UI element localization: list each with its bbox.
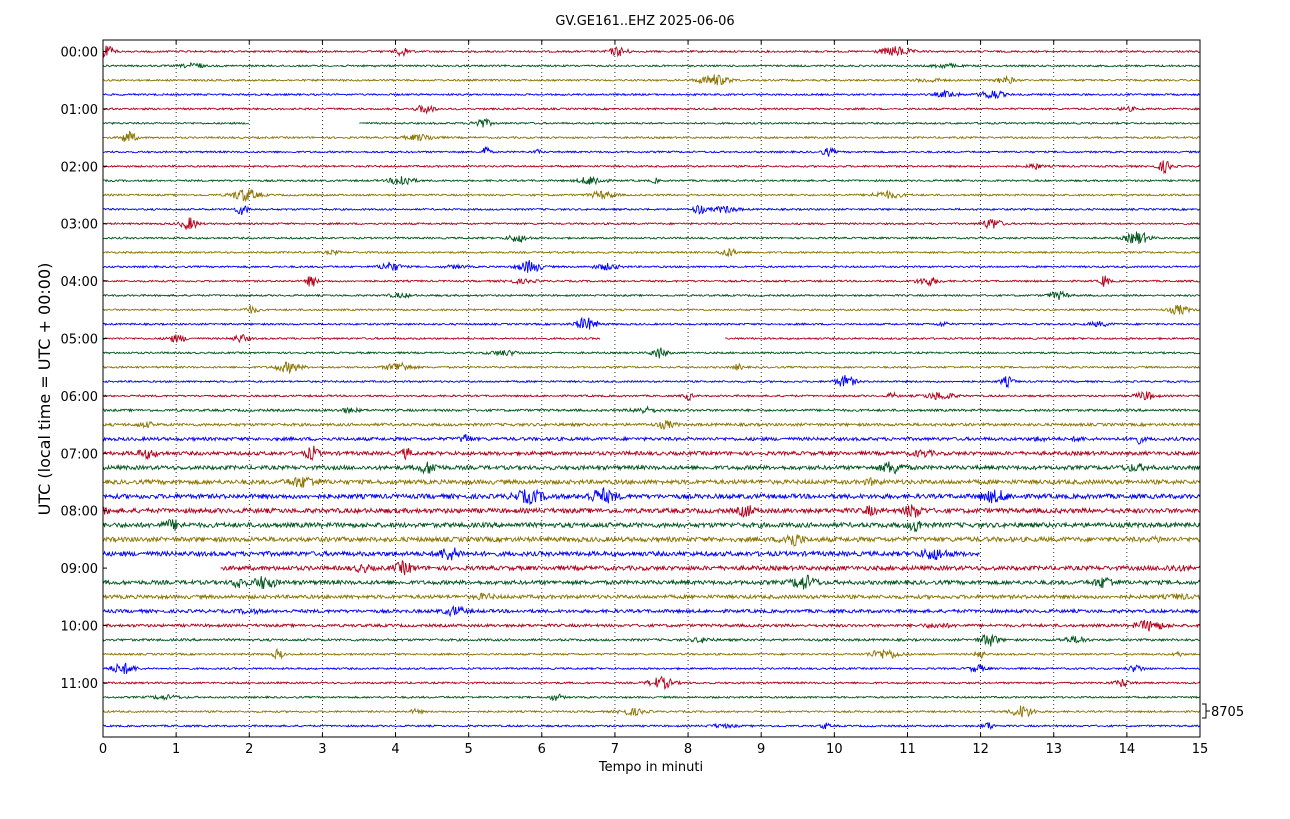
y-tick-label: 07:00 (61, 447, 98, 462)
x-tick-label: 3 (318, 742, 326, 757)
scale-indicator: 8705 (1202, 703, 1244, 720)
x-tick-label: 0 (99, 742, 107, 757)
x-tick-label: 9 (757, 742, 765, 757)
x-tick-label: 10 (826, 742, 843, 757)
trace-line (102, 390, 1201, 402)
trace-line (102, 461, 1201, 475)
x-tick-label: 15 (1192, 742, 1209, 757)
x-tick-label: 8 (684, 742, 692, 757)
trace-line (102, 189, 1201, 203)
y-axis-label: UTC (local time = UTC + 00:00) (35, 263, 54, 516)
trace-line (220, 559, 1201, 576)
trace-line (102, 117, 1201, 128)
x-tick-label: 2 (245, 742, 253, 757)
y-tick-label: 00:00 (61, 46, 98, 61)
scale-bracket (1202, 703, 1210, 719)
trace-line (102, 260, 1201, 273)
x-tick-group: 0 1 2 3 4 5 6 7 8 9 10 11 12 13 14 15 (99, 40, 1208, 757)
trace-line (102, 347, 1201, 359)
trace-line (102, 217, 1201, 231)
y-tick-label: 08:00 (61, 505, 98, 520)
y-tick-label: 01:00 (61, 103, 98, 118)
trace-line (102, 547, 980, 561)
x-tick-label: 7 (611, 742, 619, 757)
trace-line (102, 275, 1201, 288)
y-tick-label: 06:00 (61, 390, 98, 405)
trace-line (102, 519, 1201, 533)
grid-lines (175, 40, 1128, 737)
trace-line (102, 175, 1201, 186)
trace-line (102, 486, 1201, 506)
trace-line (102, 89, 1201, 100)
x-tick-label: 14 (1119, 742, 1136, 757)
trace-line (102, 316, 1201, 330)
y-tick-label: 03:00 (61, 218, 98, 233)
trace-line (102, 419, 1201, 431)
trace-line (102, 433, 1201, 445)
y-tick-label: 02:00 (61, 160, 98, 175)
trace-line (102, 375, 1201, 389)
trace-line (102, 130, 1201, 142)
trace-line (102, 145, 1201, 157)
trace-line (102, 61, 1201, 70)
y-tick-group: 00:00 01:00 02:00 03:00 04:00 05:00 06:00 07:00… (61, 46, 107, 692)
trace-line (102, 405, 1201, 415)
y-tick-label: 09:00 (61, 562, 98, 577)
x-tick-label: 5 (465, 742, 473, 757)
trace-line (102, 504, 1201, 518)
chart-title: GV.GE161..EHZ 2025-06-06 (555, 14, 734, 29)
trace-line (102, 592, 1201, 601)
trace-group (102, 45, 1201, 731)
trace-line (102, 574, 1201, 590)
trace-line (102, 705, 1201, 718)
y-tick-label: 10:00 (61, 620, 98, 635)
trace-line (102, 247, 1201, 257)
trace-line (102, 361, 1201, 375)
x-tick-label: 11 (899, 742, 916, 757)
trace-line (102, 104, 1201, 115)
x-tick-label: 12 (972, 742, 989, 757)
trace-line (102, 605, 1201, 618)
plot-frame (102, 39, 1201, 738)
trace-line (102, 304, 1201, 316)
trace-line (102, 662, 1201, 675)
trace-line (102, 333, 1201, 344)
trace-line (102, 445, 1201, 462)
trace-line (102, 633, 1201, 647)
x-tick-label: 4 (391, 742, 399, 757)
trace-line (102, 160, 1201, 175)
y-tick-label: 11:00 (61, 677, 98, 692)
trace-line (102, 45, 1201, 59)
y-tick-label: 04:00 (61, 275, 98, 290)
trace-line (102, 290, 1201, 300)
trace-line (102, 231, 1201, 245)
trace-line (103, 722, 1201, 731)
x-axis-label: Tempo in minuti (598, 760, 703, 775)
trace-line (102, 533, 1201, 547)
trace-line (102, 619, 1201, 632)
x-tick-label: 13 (1045, 742, 1062, 757)
x-tick-label: 1 (172, 742, 180, 757)
x-tick-label: 6 (538, 742, 546, 757)
y-tick-label: 05:00 (61, 333, 98, 348)
trace-line (102, 675, 1201, 690)
trace-line (102, 647, 1201, 660)
scale-label: 8705 (1211, 705, 1244, 720)
trace-line (102, 74, 1201, 86)
trace-line (102, 204, 1200, 216)
trace-line (102, 693, 1201, 702)
trace-line (102, 476, 1201, 488)
